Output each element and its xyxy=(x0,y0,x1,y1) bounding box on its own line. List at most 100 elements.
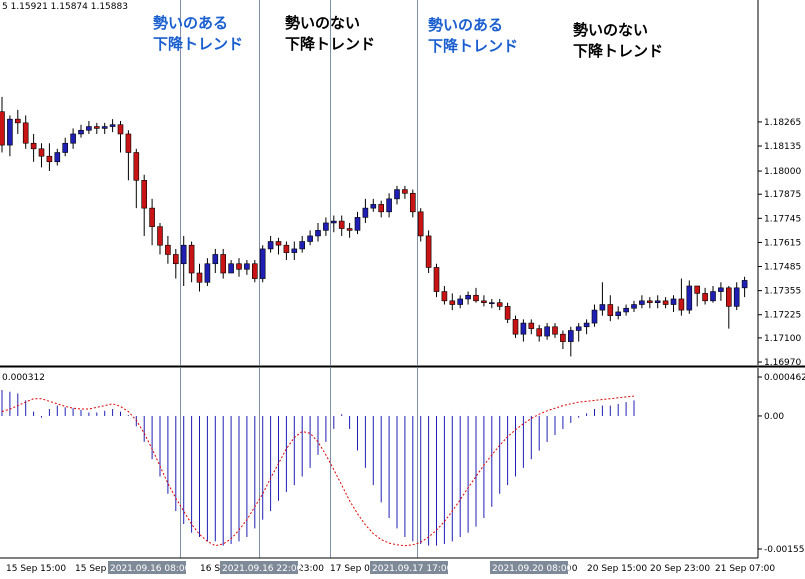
candle xyxy=(496,298,503,311)
candle xyxy=(409,189,416,218)
candle xyxy=(402,185,408,199)
osma-signal-line xyxy=(1,395,635,547)
candle xyxy=(0,96,5,153)
time-tick-label: 20 Sep 15:00 xyxy=(587,564,647,574)
candle-body-bull xyxy=(70,133,76,144)
annotation-line1: 勢いのない xyxy=(285,14,360,32)
candle xyxy=(220,248,226,279)
candle xyxy=(394,185,400,205)
candle xyxy=(560,330,566,350)
candle-body-bull xyxy=(686,285,693,311)
candle xyxy=(662,297,669,309)
candle xyxy=(544,323,550,340)
candle xyxy=(362,198,369,223)
candle xyxy=(386,193,392,218)
candle xyxy=(536,324,543,342)
candle xyxy=(520,319,527,342)
candle xyxy=(583,319,590,335)
candle xyxy=(646,297,653,309)
time-tick-label: 15 Sep 15:00 xyxy=(6,564,66,574)
time-tick-label: 21 Sep 07:00 xyxy=(715,564,775,574)
candle-body-bull xyxy=(639,300,645,305)
candle xyxy=(567,326,574,357)
candle-body-bull xyxy=(212,254,219,265)
candle-body-bull xyxy=(544,326,550,337)
candle-body-bear xyxy=(433,267,440,292)
candle xyxy=(267,235,274,253)
candle xyxy=(504,302,511,324)
candle xyxy=(38,143,45,168)
candle-body-bear xyxy=(0,111,5,146)
price-tick-label: 1.17745 xyxy=(764,214,801,224)
candle-body-bull xyxy=(520,322,527,335)
osma-histogram-layer xyxy=(1,390,635,546)
candle-body-bear xyxy=(125,133,132,153)
candle-body-bull xyxy=(710,291,716,302)
price-tick-label: 1.17615 xyxy=(764,238,801,248)
price-tick-label: 1.18265 xyxy=(764,118,801,128)
time-highlight-label: 2021.09.16 22:00 xyxy=(222,564,303,574)
candle-body-bear xyxy=(694,285,701,294)
annotation-line2: 下降トレンド xyxy=(153,35,243,53)
candle xyxy=(236,258,242,277)
candle xyxy=(354,211,361,235)
candle-body-bull xyxy=(228,263,234,274)
candle xyxy=(62,137,69,157)
candle xyxy=(528,319,535,335)
candle xyxy=(330,215,337,233)
candle-body-bull xyxy=(62,142,69,153)
time-highlight-box xyxy=(108,561,186,574)
candle xyxy=(228,260,234,274)
candle-body-bear xyxy=(560,333,566,342)
trend-separators-main xyxy=(180,0,418,365)
candle xyxy=(204,258,211,286)
candle xyxy=(46,143,53,172)
candle xyxy=(86,120,92,134)
candle-body-bull xyxy=(615,311,622,316)
time-highlight-label: 2021.09.17 17:00 xyxy=(372,564,453,574)
candle-body-bull xyxy=(741,280,748,289)
candle xyxy=(623,304,629,316)
time-highlight-box xyxy=(370,561,448,574)
candle-body-bear xyxy=(22,122,29,144)
candle xyxy=(70,128,76,149)
candle xyxy=(101,122,108,134)
candle xyxy=(591,304,598,327)
candle-body-bull xyxy=(323,222,329,231)
candle xyxy=(291,241,298,261)
candle-body-bear xyxy=(409,192,416,213)
candle-body-bear xyxy=(157,226,163,246)
candle-body-bear xyxy=(188,244,195,274)
candle-body-bear xyxy=(117,124,124,135)
candle-body-bull xyxy=(718,287,724,292)
price-tick-label: 1.16970 xyxy=(764,358,801,368)
candle-body-bull xyxy=(7,118,13,146)
time-highlight: 2021.09.20 08:00 xyxy=(490,561,573,574)
time-highlight-label: 2021.09.16 08:00 xyxy=(110,564,191,574)
price-tick-label: 1.17875 xyxy=(764,190,801,200)
candle xyxy=(378,200,385,218)
candle xyxy=(283,241,290,261)
candle xyxy=(117,120,124,153)
candle xyxy=(417,208,424,242)
candle-body-bear xyxy=(220,254,226,274)
price-tick-label: 1.17355 xyxy=(764,287,801,297)
candle-body-bull xyxy=(583,322,590,328)
candle xyxy=(275,237,282,255)
candle-body-bear xyxy=(30,142,37,150)
candle xyxy=(694,285,701,307)
candle-body-bear xyxy=(646,300,653,303)
time-tick-label: 16 S xyxy=(200,564,220,574)
candle xyxy=(212,248,219,274)
candle-body-bear xyxy=(46,155,53,163)
candle xyxy=(157,222,163,255)
candle xyxy=(252,260,258,283)
candle xyxy=(631,300,637,312)
candle-body-bull xyxy=(307,235,313,242)
candle xyxy=(512,315,519,338)
candle-body-bull xyxy=(299,241,306,250)
candle-body-bear xyxy=(441,291,448,302)
candle-body-bull xyxy=(575,326,582,331)
